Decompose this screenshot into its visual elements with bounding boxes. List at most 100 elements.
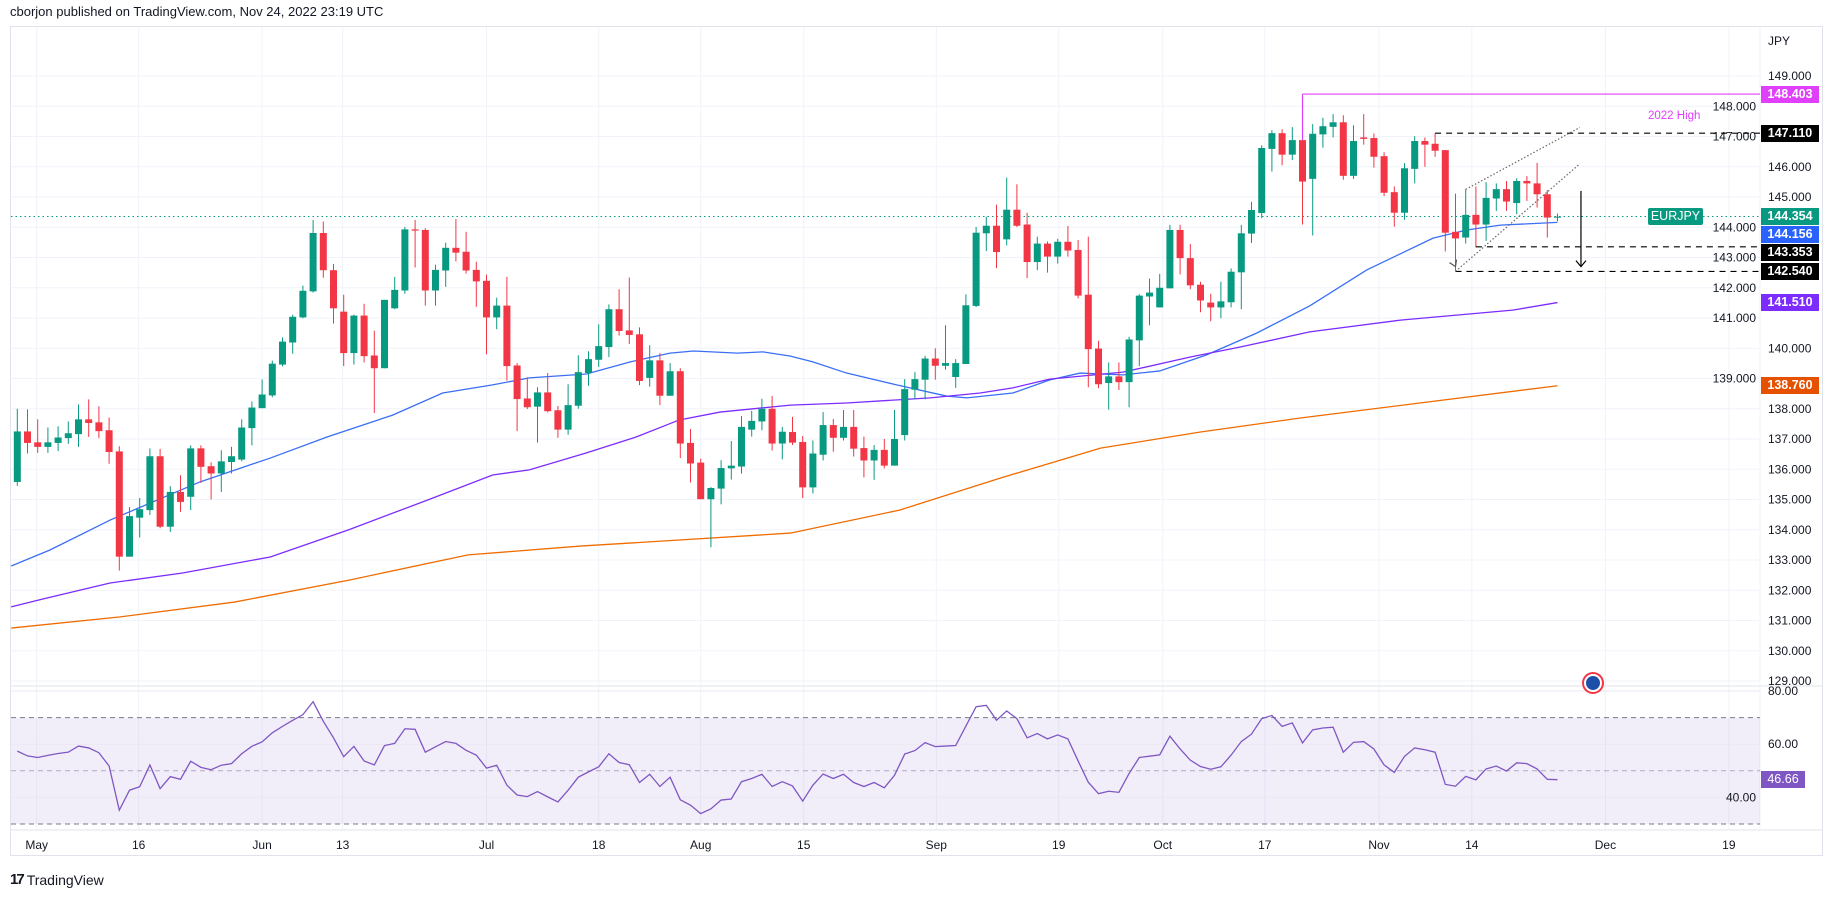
candle-down bbox=[523, 398, 531, 408]
candle-up bbox=[268, 363, 276, 396]
candle-down bbox=[1197, 284, 1204, 301]
candle-down bbox=[636, 334, 643, 381]
channel-line bbox=[1455, 163, 1581, 272]
x-tick-label: May bbox=[25, 838, 48, 852]
candle-down bbox=[34, 442, 42, 447]
candle-up bbox=[1166, 229, 1174, 289]
candle-up bbox=[44, 442, 52, 447]
candle-down bbox=[1074, 249, 1082, 296]
y-tick-label: 144.000 bbox=[1713, 220, 1757, 234]
candle-up bbox=[707, 488, 715, 500]
candle-down bbox=[1186, 258, 1194, 286]
x-tick-label: 13 bbox=[336, 838, 350, 852]
candle-down bbox=[768, 408, 776, 444]
rsi-tick-label: 40.00 bbox=[1726, 790, 1756, 804]
candle-down bbox=[1503, 189, 1510, 202]
y-tick-label: 148.000 bbox=[1713, 99, 1757, 113]
candle-down bbox=[462, 251, 470, 271]
candle-up bbox=[921, 358, 929, 380]
candle-up bbox=[1482, 197, 1490, 225]
candle-down bbox=[411, 229, 419, 231]
candle-down bbox=[330, 270, 337, 309]
x-tick-label: 17 bbox=[1258, 838, 1272, 852]
candle-down bbox=[676, 371, 684, 444]
candle-down bbox=[207, 466, 215, 474]
candle-up bbox=[217, 461, 225, 474]
candle-down bbox=[1023, 224, 1031, 263]
candle-up bbox=[952, 363, 960, 377]
x-tick-label: 19 bbox=[1052, 838, 1066, 852]
candle-down bbox=[1095, 348, 1102, 385]
candle-down bbox=[931, 358, 939, 366]
x-tick-label: Aug bbox=[690, 838, 711, 852]
candle-up bbox=[309, 232, 317, 292]
x-tick-label: 16 bbox=[132, 838, 146, 852]
candle-up bbox=[1146, 292, 1153, 297]
candle-down bbox=[115, 451, 123, 557]
candle-down bbox=[1360, 137, 1368, 139]
candle-up bbox=[1401, 168, 1408, 213]
candle-up bbox=[911, 379, 919, 390]
candle-down bbox=[360, 315, 368, 357]
y-tick-label: 143.000 bbox=[1713, 251, 1757, 265]
candle-down bbox=[625, 330, 633, 335]
candle-up bbox=[574, 372, 582, 406]
candle-up bbox=[1258, 147, 1266, 214]
candle-up bbox=[350, 315, 358, 354]
price-badge: 144.156 bbox=[1761, 226, 1819, 244]
x-tick-label: 19 bbox=[1722, 838, 1736, 852]
candle-up bbox=[1217, 301, 1225, 308]
candle-up bbox=[819, 425, 827, 455]
y-tick-label: 141.000 bbox=[1713, 311, 1757, 325]
rsi-line bbox=[17, 700, 1558, 815]
channel-line bbox=[1465, 126, 1581, 190]
x-tick-label: Nov bbox=[1368, 838, 1389, 852]
tradingview-logo-text: TradingView bbox=[26, 871, 104, 888]
candle-down bbox=[513, 365, 521, 400]
candle-down bbox=[829, 425, 837, 438]
candle-up bbox=[534, 392, 541, 407]
x-tick-label: 14 bbox=[1465, 838, 1479, 852]
candle-up bbox=[748, 420, 756, 430]
tradingview-logo[interactable]: 17 TradingView bbox=[10, 871, 104, 888]
candle-up bbox=[666, 371, 674, 396]
y-tick-label: 133.000 bbox=[1768, 553, 1812, 567]
candle-up bbox=[1033, 243, 1041, 263]
candle-up bbox=[1288, 140, 1296, 155]
candle-up bbox=[891, 439, 898, 466]
y-tick-label: 129.000 bbox=[1768, 674, 1812, 688]
candle-up bbox=[238, 427, 246, 460]
candle-down bbox=[554, 410, 562, 430]
tradingview-logo-icon: 17 bbox=[10, 871, 25, 888]
candle-down bbox=[656, 360, 664, 396]
candle-up bbox=[972, 232, 980, 306]
candle-down bbox=[472, 269, 480, 282]
y-tick-label: 134.000 bbox=[1768, 523, 1812, 537]
x-tick-label: 18 bbox=[592, 838, 606, 852]
price-badge: 141.510 bbox=[1761, 294, 1819, 312]
candle-up bbox=[136, 509, 144, 518]
chart-frame bbox=[10, 26, 1823, 856]
candle-up bbox=[1319, 126, 1327, 135]
price-pane bbox=[11, 93, 1760, 629]
candle-up bbox=[187, 448, 195, 497]
candle-up bbox=[1135, 295, 1143, 341]
candle-down bbox=[1013, 209, 1021, 226]
eu-flag-event-icon[interactable] bbox=[1584, 674, 1602, 692]
price-badge: 147.110 bbox=[1761, 124, 1819, 142]
candle-down bbox=[483, 280, 490, 318]
y-tick-label: 137.000 bbox=[1768, 432, 1812, 446]
candle-down bbox=[85, 419, 93, 423]
price-badge: 142.540 bbox=[1761, 262, 1819, 280]
rsi-value-badge: 46.66 bbox=[1761, 771, 1805, 789]
candle-up bbox=[962, 305, 970, 364]
candle-up bbox=[401, 229, 409, 291]
currency-label: JPY bbox=[1768, 34, 1791, 48]
candle-down bbox=[789, 432, 796, 443]
y-tick-label: 139.000 bbox=[1713, 372, 1757, 386]
x-tick-label: Jun bbox=[252, 838, 271, 852]
rsi-tick-label: 80.00 bbox=[1768, 684, 1798, 698]
candle-up bbox=[1003, 209, 1011, 240]
x-tick-label: Jul bbox=[479, 838, 494, 852]
